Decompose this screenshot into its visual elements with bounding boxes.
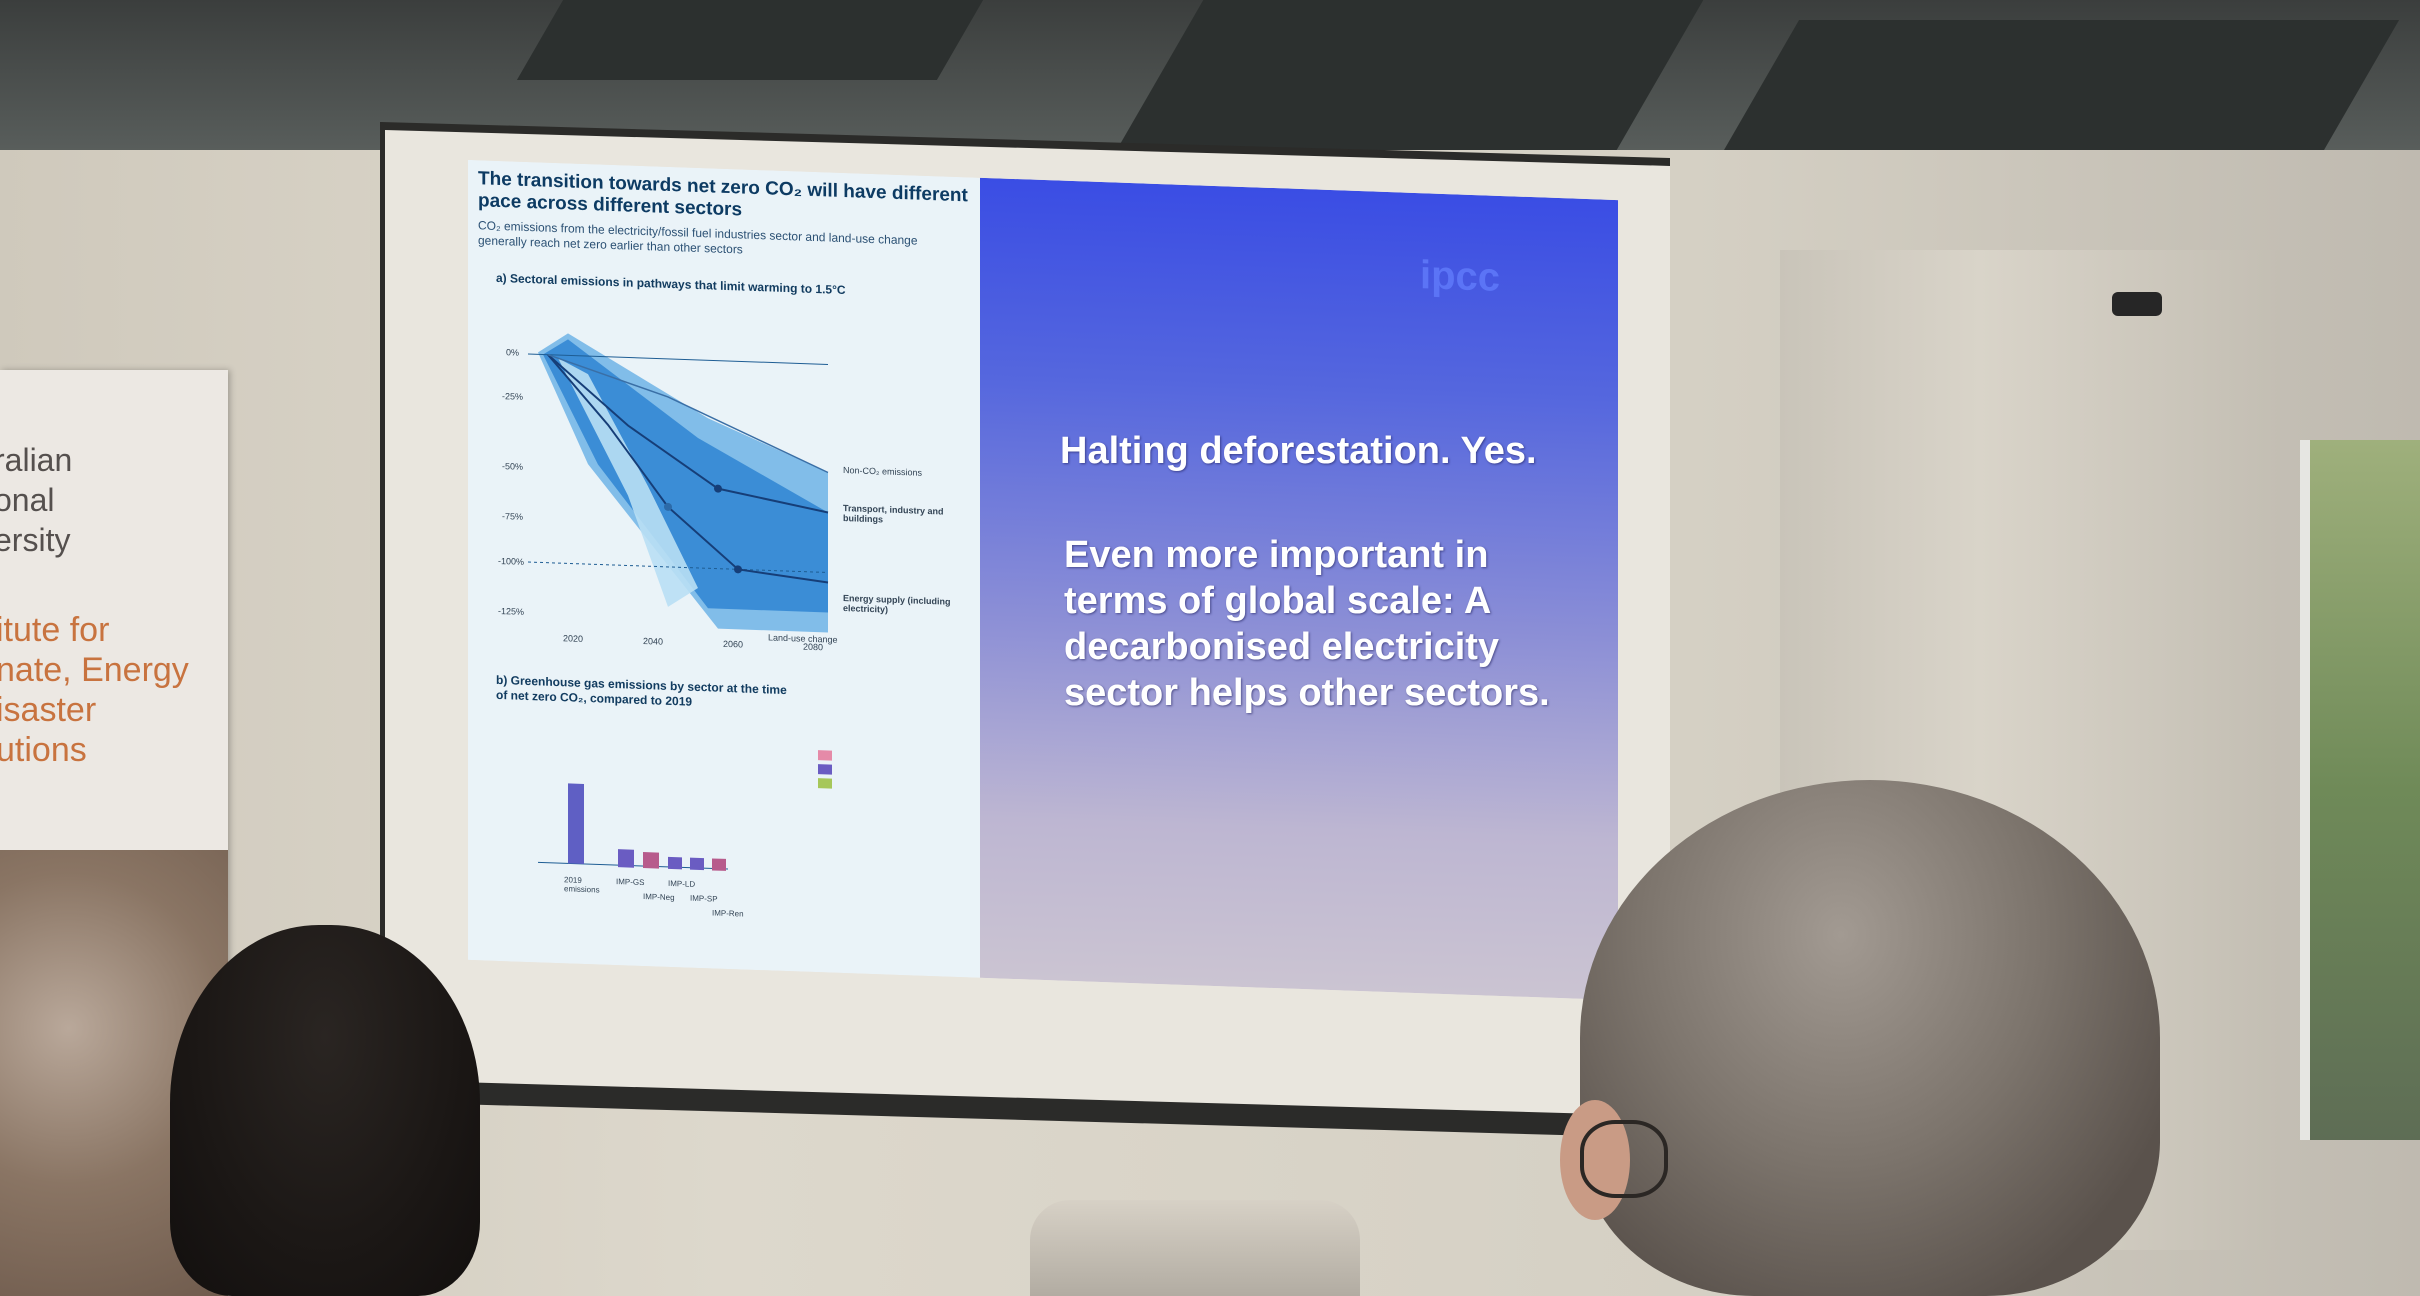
panel-b-category: IMP-Ren — [712, 908, 744, 919]
eyeglasses — [1580, 1120, 1668, 1198]
y-tick: -25% — [502, 391, 524, 402]
transport-line — [547, 353, 829, 514]
label-transport: Transport, industry and buildings — [843, 503, 944, 525]
legend-swatch-land-use — [818, 778, 832, 789]
energy-point — [734, 565, 742, 574]
audience-member-head — [170, 925, 480, 1296]
label-energy: Energy supply (including electricity) — [843, 593, 951, 615]
banner-institute-text: itute for nate, Energy isaster utions — [0, 611, 189, 769]
ceiling-beam — [516, 0, 984, 80]
legend-swatch-transport — [818, 750, 832, 761]
sectoral-emissions-figure — [528, 333, 832, 871]
y-tick: -100% — [498, 555, 525, 567]
land-use-point — [664, 502, 672, 511]
y-tick: -50% — [502, 461, 524, 472]
bar-imp-neg — [643, 852, 659, 869]
x-tick: 2040 — [643, 636, 664, 647]
y-tick: 0% — [506, 347, 520, 358]
panel-b-category: IMP-LD — [668, 878, 696, 889]
transport-point — [714, 484, 722, 493]
panel-b-category: IMP-SP — [690, 893, 718, 904]
bar-imp-ld — [668, 856, 682, 870]
panel-b-category: IMP-GS — [616, 877, 645, 888]
audience-member-head — [1580, 780, 2160, 1296]
bar-2019-total — [568, 783, 584, 864]
x-tick: 2020 — [563, 633, 584, 644]
y-tick: -125% — [498, 605, 525, 617]
zero-line — [528, 353, 828, 365]
stage-chair — [1030, 1200, 1360, 1296]
y-tick: -75% — [502, 511, 524, 522]
banner-university-text: ralian onal ersity — [0, 442, 73, 558]
ipcc-logo: ipcc — [1420, 253, 1501, 300]
legend-swatch-energy — [818, 764, 832, 775]
panel-b-category: IMP-Neg — [643, 892, 675, 903]
window — [2300, 440, 2420, 1140]
non-co2-line — [547, 354, 829, 474]
emissions-band-inner — [543, 339, 828, 613]
slide-body-text: Even more important in terms of global s… — [1064, 534, 1550, 714]
hundred-line — [528, 561, 828, 573]
security-camera — [2112, 292, 2162, 316]
bar-imp-gs — [618, 849, 634, 868]
panel-b-category: 2019 emissions — [564, 875, 600, 895]
bar-imp-sp — [690, 857, 704, 871]
bar-imp-ren — [712, 858, 726, 871]
x-tick: 2080 — [803, 641, 824, 653]
slide-figure-panel: The transition towards net zero CO₂ will… — [468, 159, 980, 978]
presentation-slide: The transition towards net zero CO₂ will… — [468, 159, 1618, 1001]
x-tick: 2060 — [723, 638, 744, 650]
slide-headline: Halting deforestation. Yes. — [1060, 430, 1537, 472]
ceiling-beam — [1116, 0, 1704, 150]
land-use-band — [558, 358, 698, 607]
